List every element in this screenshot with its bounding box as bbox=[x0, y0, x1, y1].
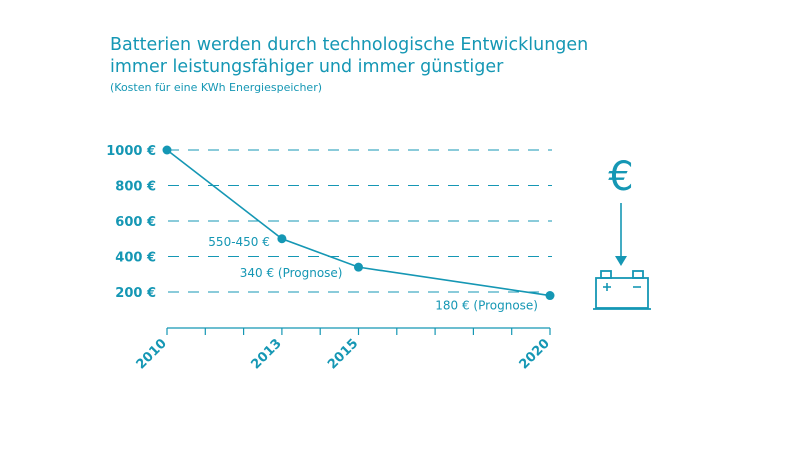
data-label: 550-450 € bbox=[208, 235, 270, 249]
data-point bbox=[162, 145, 172, 155]
data-point bbox=[354, 262, 363, 272]
data-point bbox=[545, 291, 555, 301]
x-tick-label: 2013 bbox=[249, 336, 285, 372]
euro-icon: € bbox=[608, 154, 633, 200]
data-label: 340 € (Prognose) bbox=[240, 266, 343, 280]
y-tick-label: 600 € bbox=[115, 215, 156, 230]
title-line-1: Batterien werden durch technologische En… bbox=[110, 35, 589, 55]
x-tick-label: 2015 bbox=[325, 336, 361, 372]
battery-icon bbox=[593, 270, 651, 310]
x-tick-label: 2010 bbox=[134, 336, 170, 372]
chart-title: Batterien werden durch technologische En… bbox=[110, 34, 588, 78]
y-tick-label: 800 € bbox=[115, 180, 156, 195]
series-line bbox=[166, 149, 551, 297]
arrow-head-icon bbox=[615, 256, 627, 266]
y-tick-label: 400 € bbox=[115, 251, 156, 266]
x-tick-label: 2020 bbox=[517, 336, 553, 372]
y-tick-label: 1000 € bbox=[106, 144, 156, 159]
title-line-2: immer leistungsfähiger und immer günstig… bbox=[110, 57, 504, 77]
chart-subtitle: (Kosten für eine KWh Energiespeicher) bbox=[110, 81, 323, 94]
y-tick-label: 200 € bbox=[115, 286, 156, 301]
data-point bbox=[277, 234, 287, 244]
data-label: 180 € (Prognose) bbox=[435, 299, 538, 313]
